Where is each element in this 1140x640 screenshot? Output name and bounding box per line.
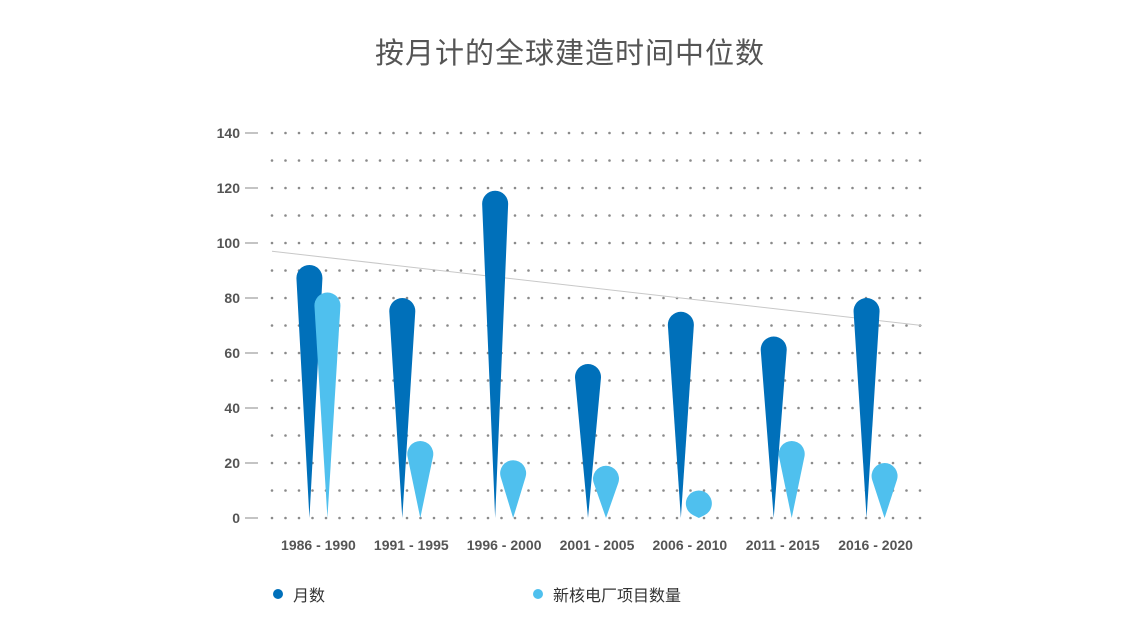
- axes: 0 20 40 60 80 100 120 140 1986 - 1990 1991 - 1995…: [217, 125, 914, 553]
- bar-months: [389, 297, 416, 518]
- bar-months: [760, 336, 787, 518]
- x-tick-label: 1991 - 1995: [374, 537, 449, 553]
- y-tick-label: 80: [224, 290, 240, 306]
- y-tick-label: 60: [224, 345, 240, 361]
- x-tick-label: 2001 - 2005: [560, 537, 635, 553]
- x-tick-label: 2016 - 2020: [838, 537, 913, 553]
- legend-swatch-new-projects: [533, 589, 543, 599]
- bar-months: [482, 190, 509, 519]
- x-tick-label: 2011 - 2015: [746, 537, 820, 553]
- legend-swatch-months: [273, 589, 283, 599]
- bar-new-projects: [593, 465, 619, 518]
- bar-new-projects: [871, 463, 898, 518]
- y-tick-label: 140: [217, 125, 241, 141]
- bar-new-projects: [407, 441, 434, 518]
- bar-new-projects: [778, 441, 805, 518]
- legend-label-months: 月数: [293, 586, 326, 605]
- bar-new-projects: [500, 460, 527, 518]
- y-tick-label: 20: [224, 455, 240, 471]
- y-tick-label: 100: [217, 235, 241, 251]
- x-tick-label: 2006 - 2010: [652, 537, 727, 553]
- bar-new-projects: [685, 490, 712, 518]
- y-tick-label: 120: [217, 180, 241, 196]
- x-tick-label: 1986 - 1990: [281, 537, 356, 553]
- x-tick-label: 1996 - 2000: [467, 537, 542, 553]
- trend-line: [271, 250, 923, 326]
- trend-line-path: [271, 250, 923, 326]
- bar-months: [853, 298, 880, 518]
- y-tick-label: 0: [232, 510, 240, 526]
- legend-label-new-projects: 新核电厂项目数量: [553, 586, 682, 605]
- bar-new-projects: [314, 292, 341, 518]
- bars: [296, 190, 898, 519]
- bar-months: [667, 311, 694, 518]
- chart-title: 按月计的全球建造时间中位数: [374, 36, 765, 70]
- legend-item-new-projects[interactable]: 新核电厂项目数量: [533, 582, 681, 606]
- legend-item-months[interactable]: 月数: [273, 582, 325, 606]
- grid: [270, 131, 924, 520]
- y-tick-label: 40: [224, 400, 240, 416]
- bar-months: [575, 364, 602, 518]
